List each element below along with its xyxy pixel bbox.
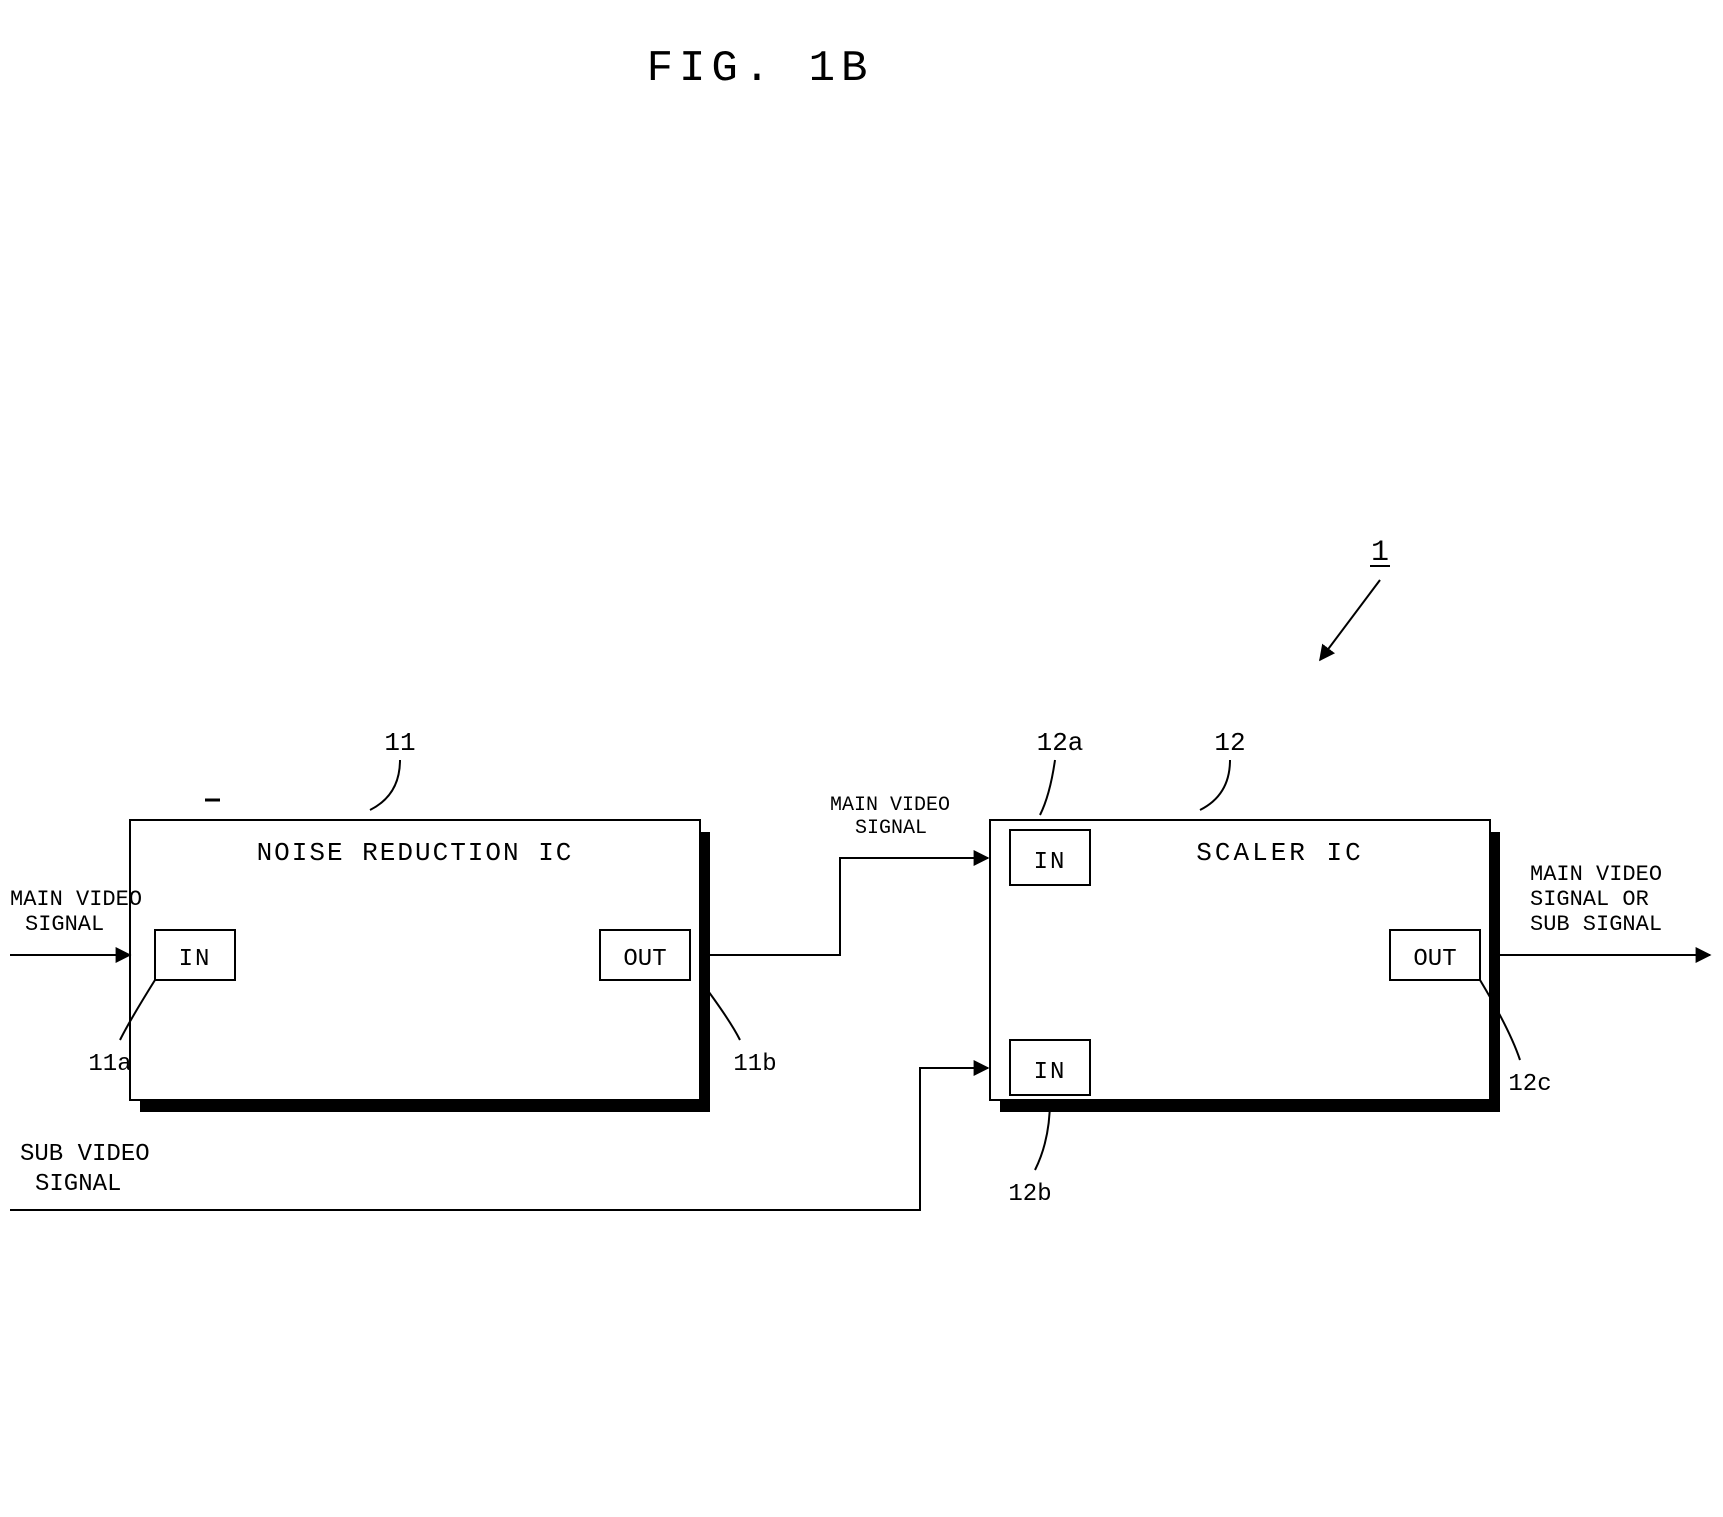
scaler-out-label: OUT bbox=[1413, 946, 1456, 973]
scaler-in-bottom-port: IN 12b bbox=[1008, 1040, 1090, 1208]
signal-sub-in-l2: SIGNAL bbox=[35, 1171, 121, 1198]
signal-main-out: MAIN VIDEO SIGNAL OR SUB SIGNAL bbox=[1490, 862, 1710, 955]
signal-mid-l1: MAIN VIDEO bbox=[830, 794, 950, 817]
signal-main-in-l2: SIGNAL bbox=[25, 912, 104, 937]
signal-main-in-l1: MAIN VIDEO bbox=[10, 887, 142, 912]
scaler-in-top-ref: 12a bbox=[1037, 728, 1084, 758]
signal-mid: MAIN VIDEO SIGNAL bbox=[700, 794, 988, 955]
noise-reduction-block: 11 NOISE REDUCTION IC IN 11a OUT 11b bbox=[88, 728, 776, 1112]
signal-main-out-l1: MAIN VIDEO bbox=[1530, 862, 1662, 887]
signal-main-out-l2: SIGNAL OR bbox=[1530, 887, 1649, 912]
signal-sub-in-l1: SUB VIDEO bbox=[20, 1141, 150, 1168]
figure-title: FIG. 1B bbox=[647, 44, 874, 94]
nr-in-ref: 11a bbox=[88, 1051, 131, 1078]
scaler-ref: 12 bbox=[1214, 728, 1245, 758]
nr-in-label: IN bbox=[179, 946, 212, 973]
assembly-callout: 1 bbox=[1320, 536, 1390, 660]
nr-title: NOISE REDUCTION IC bbox=[257, 838, 574, 868]
scaler-block: 12 12a SCALER IC IN IN 12b OUT bbox=[990, 728, 1552, 1208]
scaler-out-ref: 12c bbox=[1508, 1071, 1551, 1098]
nr-ref: 11 bbox=[384, 728, 415, 758]
nr-out-label: OUT bbox=[623, 946, 666, 973]
scaler-in-bottom-ref: 12b bbox=[1008, 1181, 1051, 1208]
signal-mid-l2: SIGNAL bbox=[855, 817, 927, 840]
scaler-in-bottom-label: IN bbox=[1034, 1059, 1067, 1086]
scaler-in-top-port: IN bbox=[1010, 830, 1090, 885]
signal-main-out-l3: SUB SIGNAL bbox=[1530, 912, 1662, 937]
signal-main-in: MAIN VIDEO SIGNAL bbox=[10, 887, 142, 955]
diagram-canvas: FIG. 1B 1 11 NOISE REDUCTION IC IN 11a O… bbox=[0, 0, 1723, 1517]
nr-out-ref: 11b bbox=[733, 1051, 776, 1078]
assembly-ref: 1 bbox=[1371, 536, 1389, 570]
scaler-in-top-label: IN bbox=[1034, 849, 1067, 876]
scaler-title: SCALER IC bbox=[1196, 838, 1363, 868]
